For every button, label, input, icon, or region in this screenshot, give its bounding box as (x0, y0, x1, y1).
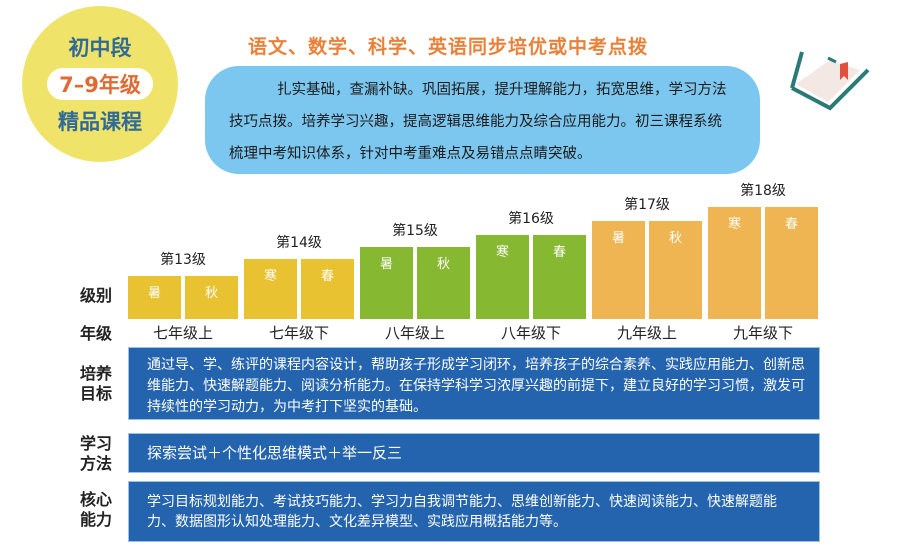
term-bar: 暑 (592, 221, 645, 319)
badge-grades: 7–9年级 (47, 68, 153, 100)
level-label: 第16级 (508, 211, 554, 227)
term-bar: 秋 (185, 276, 238, 319)
grade-label: 八年级上 (384, 324, 445, 342)
grade-label: 七年级下 (268, 324, 329, 342)
core-box: 学习目标规划能力、考试技巧能力、学习力自我调节能力、思维创新能力、快速阅读能力、… (128, 481, 820, 542)
label-level: 级别 (80, 286, 113, 305)
grade-label: 八年级下 (500, 324, 561, 342)
term-bar: 秋 (649, 221, 702, 319)
method-text: 探索尝试＋个性化思维模式＋举一反三 (147, 444, 403, 462)
method-box: 探索尝试＋个性化思维模式＋举一反三 (128, 433, 820, 473)
term-bar: 春 (301, 259, 354, 319)
intro-text: 扎实基础，查漏补缺。巩固拓展，提升理解能力，拓宽思维，学习方法技巧点拨。培养学习… (229, 82, 727, 162)
headline: 语文、数学、科学、英语同步培优或中考点拨 (248, 36, 649, 58)
level-label: 第18级 (740, 183, 786, 199)
label-grade: 年级 (80, 324, 113, 343)
level-label: 第17级 (624, 197, 670, 213)
label-goal: 培养目标 (80, 364, 113, 403)
open-book-icon (790, 51, 870, 111)
course-badge: 初中段 7–9年级 精品课程 (22, 6, 178, 162)
grade-label: 七年级上 (152, 324, 213, 342)
core-text: 学习目标规划能力、考试技巧能力、学习力自我调节能力、思维创新能力、快速阅读能力、… (147, 494, 777, 530)
goal-box: 通过导、学、练评的课程内容设计，帮助孩子形成学习闭环，培养孩子的综合素养、实践应… (128, 347, 820, 420)
level-label: 第13级 (160, 252, 206, 268)
badge-title: 精品课程 (58, 110, 142, 134)
term-bar: 寒 (476, 235, 529, 319)
term-bar: 暑 (128, 276, 181, 319)
level-label: 第15级 (392, 223, 438, 239)
term-bar: 寒 (708, 207, 761, 319)
term-bar: 春 (533, 235, 586, 319)
term-bar: 暑 (360, 247, 413, 319)
term-bar: 春 (765, 207, 818, 319)
label-core: 核心能力 (80, 490, 113, 529)
term-bar: 寒 (244, 259, 297, 319)
term-bar: 秋 (417, 247, 470, 319)
badge-stage: 初中段 (68, 36, 132, 60)
goal-text: 通过导、学、练评的课程内容设计，帮助孩子形成学习闭环，培养孩子的综合素养、实践应… (147, 357, 805, 415)
intro-panel: 扎实基础，查漏补缺。巩固拓展，提升理解能力，拓宽思维，学习方法技巧点拨。培养学习… (205, 66, 760, 174)
grade-label: 九年级下 (732, 324, 793, 342)
label-method: 学习方法 (80, 434, 113, 473)
level-label: 第14级 (276, 235, 322, 251)
grade-label: 九年级上 (616, 324, 677, 342)
